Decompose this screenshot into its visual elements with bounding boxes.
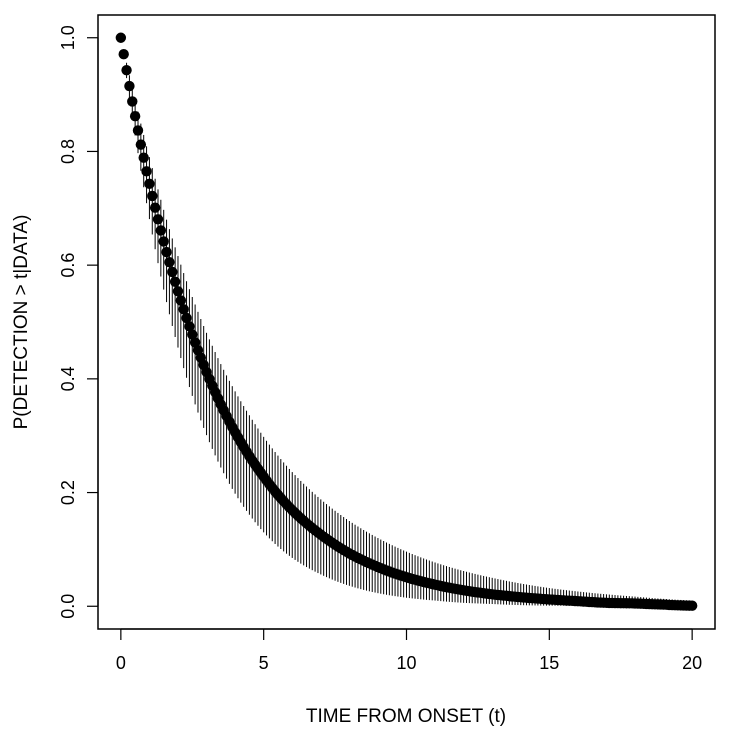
data-point — [155, 225, 167, 236]
data-point — [172, 286, 184, 297]
x-axis: 0 5 10 15 20 — [116, 628, 702, 673]
y-tick-label: 0.4 — [58, 366, 78, 391]
data-point — [161, 246, 172, 258]
data-point — [127, 96, 138, 107]
data-point — [152, 214, 164, 225]
data-point — [169, 276, 181, 287]
data-points — [115, 32, 698, 611]
y-tick-label: 0.6 — [58, 253, 78, 278]
data-point — [129, 111, 141, 122]
data-point — [149, 202, 161, 213]
data-point — [181, 312, 192, 324]
data-point — [167, 266, 178, 278]
data-point — [132, 125, 144, 136]
data-point — [187, 329, 198, 340]
data-point — [124, 80, 135, 92]
x-tick-label: 20 — [682, 653, 702, 673]
data-point — [121, 64, 132, 76]
x-axis-title: TIME FROM ONSET (t) — [306, 706, 506, 727]
y-tick-label: 0.0 — [58, 594, 78, 619]
data-point — [147, 190, 158, 202]
data-point — [144, 178, 155, 190]
x-tick-label: 5 — [259, 653, 269, 673]
data-point — [178, 304, 189, 315]
y-tick-label: 1.0 — [58, 25, 78, 50]
data-point — [138, 152, 149, 163]
data-point — [115, 32, 127, 43]
data-point — [158, 236, 169, 247]
y-axis-title: P(DETECTION > t|DATA) — [11, 215, 32, 430]
y-tick-label: 0.2 — [58, 480, 78, 505]
data-point — [164, 256, 175, 268]
x-tick-label: 10 — [396, 653, 416, 673]
data-point — [118, 49, 129, 60]
y-tick-label: 0.8 — [58, 139, 78, 164]
data-point — [141, 166, 152, 177]
data-point — [686, 600, 698, 611]
error-bars — [123, 50, 693, 607]
data-point — [184, 321, 195, 332]
x-tick-label: 15 — [539, 653, 559, 673]
y-axis: 0.0 0.2 0.4 0.6 0.8 1.0 — [58, 25, 99, 619]
data-point — [135, 139, 147, 150]
data-point — [175, 295, 187, 306]
x-tick-label: 0 — [116, 653, 126, 673]
